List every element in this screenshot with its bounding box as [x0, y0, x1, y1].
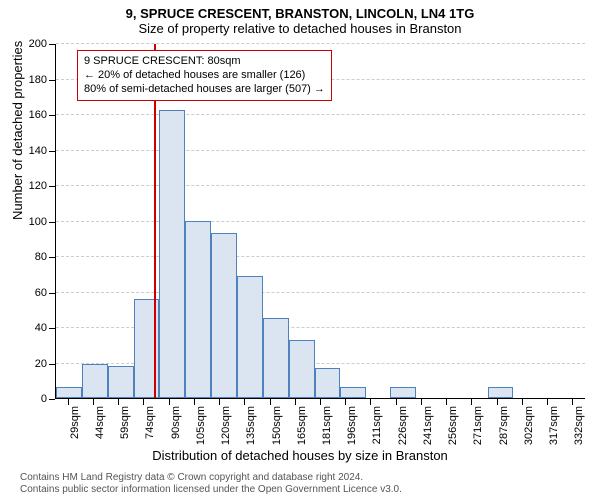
x-tick-label: 241sqm	[422, 406, 434, 445]
y-tick-label: 140	[29, 145, 47, 157]
y-tick-label: 120	[29, 180, 47, 192]
bar	[108, 366, 134, 398]
x-tick-label: 226sqm	[397, 406, 409, 445]
y-tick-label: 100	[29, 216, 47, 228]
x-tick: 196sqm	[345, 399, 346, 405]
x-tick: 165sqm	[295, 399, 296, 405]
x-tick-label: 256sqm	[447, 406, 459, 445]
chart-area: 9 SPRUCE CRESCENT: 80sqm ← 20% of detach…	[55, 44, 585, 399]
x-tick: 271sqm	[471, 399, 472, 405]
y-tick-label: 60	[35, 287, 47, 299]
y-tick-label: 20	[35, 358, 47, 370]
x-tick: 90sqm	[169, 399, 170, 405]
bar	[488, 387, 514, 398]
anno-line2: ← 20% of detached houses are smaller (12…	[84, 69, 325, 83]
y-tick-label: 180	[29, 74, 47, 86]
x-tick-label: 317sqm	[548, 406, 560, 445]
bar	[237, 276, 263, 398]
x-tick: 226sqm	[396, 399, 397, 405]
x-tick: 302sqm	[522, 399, 523, 405]
x-tick: 241sqm	[421, 399, 422, 405]
y-tick-label: 200	[29, 38, 47, 50]
x-tick-label: 29sqm	[69, 406, 81, 439]
x-tick: 211sqm	[370, 399, 371, 405]
y-tick: 40	[49, 328, 55, 329]
x-tick: 105sqm	[194, 399, 195, 405]
x-tick: 44sqm	[93, 399, 94, 405]
y-tick: 160	[49, 115, 55, 116]
x-tick: 135sqm	[244, 399, 245, 405]
x-tick: 59sqm	[118, 399, 119, 405]
bar	[211, 233, 237, 398]
x-tick-label: 44sqm	[94, 406, 106, 439]
annotation-box: 9 SPRUCE CRESCENT: 80sqm ← 20% of detach…	[77, 50, 332, 101]
x-tick-label: 150sqm	[271, 406, 283, 445]
y-tick: 80	[49, 257, 55, 258]
x-tick-label: 211sqm	[371, 406, 383, 444]
bar	[263, 318, 289, 398]
footer-line2: Contains public sector information licen…	[20, 484, 402, 496]
y-tick: 20	[49, 364, 55, 365]
x-tick-label: 287sqm	[498, 406, 510, 445]
bar	[159, 110, 185, 399]
x-tick-label: 196sqm	[346, 406, 358, 445]
y-axis-label: Number of detached properties	[10, 41, 25, 220]
x-tick-label: 332sqm	[573, 406, 585, 445]
bar	[56, 387, 82, 398]
x-axis-label: Distribution of detached houses by size …	[0, 448, 600, 463]
y-tick: 120	[49, 186, 55, 187]
bar	[82, 364, 108, 398]
y-ticks: 020406080100120140160180200	[49, 44, 55, 399]
x-tick: 29sqm	[68, 399, 69, 405]
x-tick: 317sqm	[547, 399, 548, 405]
y-tick: 200	[49, 44, 55, 45]
title-sub: Size of property relative to detached ho…	[0, 21, 600, 40]
title-main: 9, SPRUCE CRESCENT, BRANSTON, LINCOLN, L…	[0, 0, 600, 21]
x-tick-label: 120sqm	[220, 406, 232, 445]
y-tick-label: 80	[35, 251, 47, 263]
y-tick-label: 160	[29, 109, 47, 121]
x-tick-label: 105sqm	[195, 406, 207, 445]
x-tick-label: 74sqm	[144, 406, 156, 439]
anno-line1: 9 SPRUCE CRESCENT: 80sqm	[84, 55, 325, 69]
x-tick: 181sqm	[320, 399, 321, 405]
y-tick: 60	[49, 293, 55, 294]
bar	[340, 387, 366, 398]
x-tick: 120sqm	[219, 399, 220, 405]
x-tick-label: 271sqm	[472, 406, 484, 445]
x-ticks: 29sqm 44sqm 59sqm 74sqm 90sqm 105sqm 120sqm 135…	[55, 399, 585, 405]
bar	[289, 340, 315, 398]
bar	[185, 221, 211, 398]
x-tick: 256sqm	[446, 399, 447, 405]
anno-line3: 80% of semi-detached houses are larger (…	[84, 83, 325, 97]
x-tick-label: 165sqm	[296, 406, 308, 445]
bar	[390, 387, 416, 398]
x-tick-label: 135sqm	[245, 406, 257, 445]
x-tick-label: 302sqm	[523, 406, 535, 445]
y-tick-label: 40	[35, 322, 47, 334]
footer-line1: Contains HM Land Registry data © Crown c…	[20, 472, 402, 484]
x-tick-label: 59sqm	[119, 406, 131, 439]
footer: Contains HM Land Registry data © Crown c…	[20, 472, 402, 496]
x-tick-label: 90sqm	[170, 406, 182, 439]
y-tick: 180	[49, 80, 55, 81]
x-tick: 332sqm	[572, 399, 573, 405]
y-tick: 100	[49, 222, 55, 223]
y-tick-label: 0	[41, 393, 47, 405]
x-tick-label: 181sqm	[321, 406, 333, 445]
plot: 9 SPRUCE CRESCENT: 80sqm ← 20% of detach…	[55, 44, 585, 399]
y-tick: 140	[49, 151, 55, 152]
bar	[315, 368, 341, 398]
x-tick: 287sqm	[497, 399, 498, 405]
x-tick: 74sqm	[143, 399, 144, 405]
x-tick: 150sqm	[270, 399, 271, 405]
